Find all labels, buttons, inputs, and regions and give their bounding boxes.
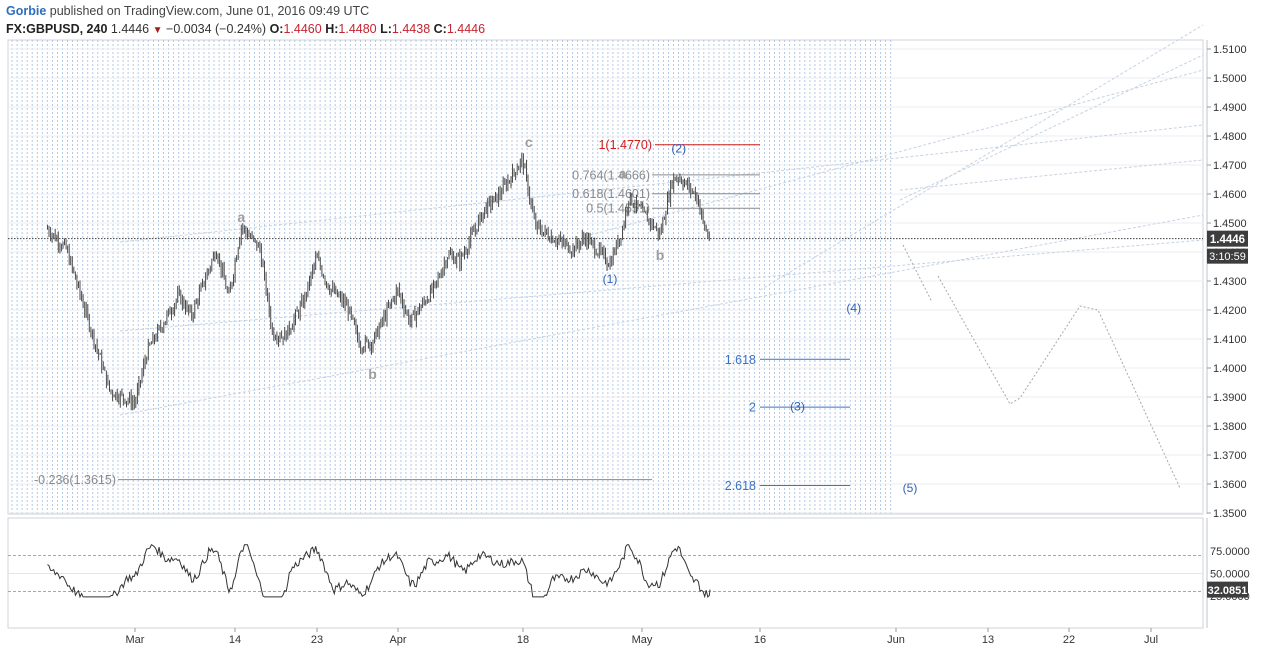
fib-label: 1.618 bbox=[725, 353, 756, 367]
projection-line bbox=[937, 275, 1181, 489]
wave-label: b bbox=[656, 247, 665, 263]
countdown-badge-bg bbox=[1207, 248, 1248, 264]
price-tick-label: 1.4000 bbox=[1213, 363, 1247, 375]
price-tick-label: 1.3900 bbox=[1213, 392, 1247, 404]
wave-label: (4) bbox=[846, 301, 861, 315]
wave-label: b bbox=[368, 366, 377, 382]
rsi-tick-label: 50.0000 bbox=[1210, 569, 1250, 581]
price-gridlines bbox=[8, 48, 1203, 514]
time-tick-label: May bbox=[632, 634, 653, 646]
wave-projection bbox=[902, 244, 1181, 489]
price-tick-label: 1.4200 bbox=[1213, 305, 1247, 317]
price-tick-label: 1.3600 bbox=[1213, 479, 1247, 491]
time-tick-label: 18 bbox=[517, 634, 529, 646]
author-name[interactable]: Gorbie bbox=[6, 4, 47, 18]
price-tick-label: 1.4800 bbox=[1213, 131, 1247, 143]
high-key: H: bbox=[325, 22, 339, 36]
fib-label: 0.618(1.4601) bbox=[572, 187, 650, 201]
last-price: 1.4446 bbox=[110, 22, 150, 36]
high-value: 1.4480 bbox=[338, 22, 377, 36]
rsi-tick-label: 75.0000 bbox=[1210, 546, 1250, 558]
price-tick-label: 1.4700 bbox=[1213, 160, 1247, 172]
trend-lines bbox=[119, 24, 1204, 416]
trend-line bbox=[119, 124, 1204, 243]
fib-label: 2 bbox=[749, 401, 756, 415]
price-badge-bg bbox=[1207, 230, 1248, 247]
trend-line bbox=[899, 159, 1204, 191]
wave-label: (2) bbox=[671, 142, 686, 156]
trend-line bbox=[119, 214, 1204, 416]
time-tick-label: Jun bbox=[887, 634, 905, 646]
price-tick-label: 1.4100 bbox=[1213, 334, 1247, 346]
fib-label: 1(1.4770) bbox=[598, 138, 652, 152]
ohlc-line: FX:GBPUSD, 240 1.4446 ▼ −0.0034 (−0.24%)… bbox=[6, 22, 485, 36]
time-tick-label: 13 bbox=[982, 634, 994, 646]
price-tick-label: 1.3700 bbox=[1213, 450, 1247, 462]
wave-labels: a b c (1) a b (2) (3) (4) (5) bbox=[237, 134, 917, 495]
price-axis: 1.3500 1.3600 1.3700 1.3800 1.3900 1.4000 1.41… bbox=[1206, 40, 1247, 520]
symbol-label[interactable]: FX:GBPUSD, 240 bbox=[6, 22, 108, 36]
time-tick-label: 14 bbox=[229, 634, 241, 646]
countdown-badge: 3:10:59 bbox=[1209, 251, 1246, 263]
chart-header: Gorbie published on TradingView.com, Jun… bbox=[0, 0, 1268, 40]
time-tick-label: 16 bbox=[754, 634, 766, 646]
fib-label: 2.618 bbox=[725, 479, 756, 493]
time-tick-label: 23 bbox=[311, 634, 323, 646]
low-key: L: bbox=[380, 22, 392, 36]
rsi-badge-bg bbox=[1207, 581, 1248, 598]
price-tick-label: 1.3800 bbox=[1213, 421, 1247, 433]
price-tick-label: 1.4600 bbox=[1213, 189, 1247, 201]
open-value: 1.4460 bbox=[283, 22, 322, 36]
price-tick-label: 1.5000 bbox=[1213, 73, 1247, 85]
wave-label: a bbox=[237, 209, 245, 225]
time-tick-label: Apr bbox=[389, 634, 406, 646]
open-key: O: bbox=[269, 22, 284, 36]
wave-label: c bbox=[525, 134, 533, 150]
low-value: 1.4438 bbox=[391, 22, 431, 36]
time-axis: Mar 14 23 Apr 18 May 16 Jun 13 22 Jul bbox=[126, 628, 1158, 646]
published-info: published on TradingView.com, June 01, 2… bbox=[49, 4, 370, 18]
fib-label: 0.5(1.4551) bbox=[586, 202, 650, 216]
price-tick-label: 1.5100 bbox=[1213, 44, 1247, 56]
rsi-line bbox=[47, 544, 711, 599]
close-value: 1.4446 bbox=[446, 22, 486, 36]
price-tick-label: 1.4900 bbox=[1213, 102, 1247, 114]
price-tick-label: 1.4300 bbox=[1213, 276, 1247, 288]
close-key: C: bbox=[433, 22, 447, 36]
trend-line bbox=[759, 24, 1204, 291]
fib-levels: 1(1.4770) 0.764(1.4666) 0.618(1.4601)0.5(1… bbox=[34, 138, 850, 493]
rsi-badge: 32.0851 bbox=[1208, 585, 1248, 597]
price-tick-label: 1.3500 bbox=[1213, 508, 1247, 520]
wave-label: (1) bbox=[603, 272, 618, 286]
time-tick-label: 22 bbox=[1063, 634, 1075, 646]
price-tick-label: 1.4500 bbox=[1213, 218, 1247, 230]
down-arrow-icon: ▼ bbox=[152, 25, 163, 36]
trend-line bbox=[589, 69, 1204, 236]
wave-label: (3) bbox=[790, 400, 805, 414]
session-stripes bbox=[11, 40, 892, 514]
price-badge: 1.4446 bbox=[1210, 234, 1245, 246]
wave-label: a bbox=[619, 166, 627, 182]
projection-line bbox=[902, 244, 933, 303]
time-tick-label: Mar bbox=[126, 634, 145, 646]
publish-line: Gorbie published on TradingView.com, Jun… bbox=[6, 4, 369, 18]
time-tick-label: Jul bbox=[1144, 634, 1158, 646]
fib-label: -0.236(1.3615) bbox=[34, 473, 116, 487]
price-change: −0.0034 (−0.24%) bbox=[166, 22, 267, 36]
fib-label: 0.764(1.4666) bbox=[572, 168, 650, 182]
wave-label: (5) bbox=[903, 481, 918, 495]
